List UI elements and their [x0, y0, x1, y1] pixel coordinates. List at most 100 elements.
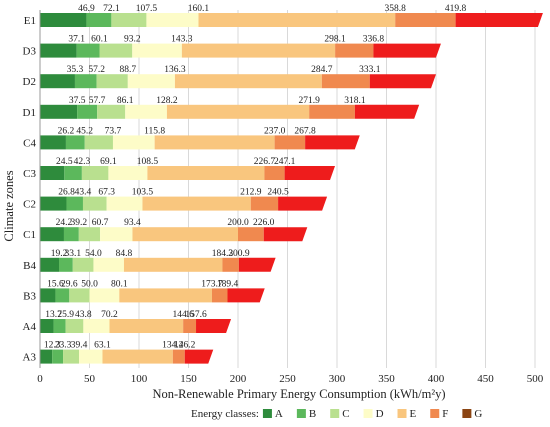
data-label: 29.6	[61, 279, 78, 289]
bar-segment	[96, 74, 128, 89]
bar-segment	[40, 227, 64, 242]
bar-segment	[196, 319, 232, 333]
bar-segment	[211, 288, 228, 303]
legend-swatch	[430, 409, 440, 418]
data-label: 33.1	[64, 249, 81, 259]
data-label: 69.1	[100, 157, 117, 167]
data-label: 15.6	[47, 279, 64, 289]
bar-segment	[66, 196, 83, 211]
bar-segment	[63, 349, 80, 364]
data-label: 336.8	[363, 35, 385, 45]
category-labels: E1 D3 D2 D1 C4 C3 C2 C1 B4 B3 A4 A3	[23, 15, 37, 364]
bar-segment	[76, 43, 100, 58]
bar-segment	[69, 288, 90, 303]
bar-segment	[181, 43, 336, 58]
data-label: 60.7	[92, 218, 109, 228]
category-label: C1	[23, 229, 36, 241]
category-label: A4	[23, 321, 37, 333]
x-tick-label: 500	[527, 373, 544, 385]
data-label: 115.8	[144, 126, 165, 136]
data-label: 189.4	[217, 279, 239, 289]
data-label: 212.9	[240, 188, 262, 198]
bar-segment	[52, 349, 64, 364]
data-label: 103.5	[132, 188, 154, 198]
bar-segment	[40, 74, 75, 89]
bar-segment	[40, 135, 66, 150]
legend-label: F	[442, 408, 448, 420]
bar-segment	[184, 349, 214, 364]
legend-label: A	[275, 408, 283, 420]
bar-segment	[321, 74, 370, 89]
bar-segment	[99, 43, 133, 58]
bar-segment	[278, 196, 328, 211]
bar-segment	[77, 104, 98, 119]
data-label: 60.1	[91, 35, 108, 45]
category-label: C2	[23, 199, 36, 211]
data-label: 358.8	[385, 4, 407, 14]
bar-segment	[198, 13, 396, 27]
bar-segment	[132, 43, 182, 58]
category-label: C4	[23, 137, 36, 149]
legend-swatch	[330, 409, 340, 418]
data-label: 136.3	[164, 65, 186, 75]
bar-segment	[119, 288, 212, 303]
x-axis-title: Non-Renewable Primary Energy Consumption…	[152, 387, 445, 401]
bar-segment	[64, 166, 82, 180]
data-label: 26.8	[58, 188, 75, 198]
data-label: 72.1	[103, 4, 120, 14]
grid-lines	[39, 10, 536, 368]
category-label: B4	[23, 260, 36, 272]
bar-segment	[125, 104, 167, 119]
bar-segment	[455, 13, 543, 27]
x-tick-label: 400	[428, 373, 445, 385]
bar-segment	[111, 13, 147, 27]
bar-segment	[40, 43, 77, 58]
legend-label: C	[342, 408, 349, 420]
bar-segment	[83, 319, 110, 333]
category-label: D3	[23, 46, 37, 58]
data-label: 247.1	[274, 157, 296, 167]
data-label: 84.8	[116, 249, 133, 259]
bar-segment	[264, 166, 285, 180]
category-label: B3	[23, 290, 36, 302]
x-tick-label: 0	[37, 373, 43, 385]
data-label: 93.4	[124, 218, 141, 228]
data-label: 226.0	[253, 218, 275, 228]
bar-segment	[81, 166, 109, 180]
bar-segment	[227, 288, 265, 303]
data-label: 284.7	[311, 65, 333, 75]
data-label: 42.3	[74, 157, 91, 167]
bar-segment	[109, 319, 184, 333]
legend-swatch	[363, 409, 373, 418]
bar-segment	[63, 227, 79, 242]
data-label: 43.8	[75, 310, 92, 320]
bar-segment	[354, 104, 420, 119]
data-label: 271.9	[298, 96, 320, 106]
bar-segment	[250, 196, 279, 211]
data-label: 39.4	[71, 341, 88, 351]
bar-segment	[40, 104, 78, 119]
x-tick-label: 50	[84, 373, 96, 385]
data-label: 128.2	[156, 96, 178, 106]
bar-segment	[127, 74, 175, 89]
data-label: 63.1	[94, 341, 111, 351]
legend-swatch	[462, 409, 472, 418]
bar-segment	[263, 227, 308, 242]
data-label: 39.2	[70, 218, 87, 228]
bar-segment	[40, 319, 54, 333]
data-label: 157.6	[185, 310, 207, 320]
data-label: 19.2	[51, 249, 68, 259]
data-label: 146.2	[174, 341, 196, 351]
data-label: 57.2	[88, 65, 105, 75]
x-tick-label: 300	[329, 373, 346, 385]
data-label: 200.9	[228, 249, 250, 259]
legend-swatch	[296, 409, 306, 418]
category-label: D2	[23, 76, 36, 88]
data-label: 46.9	[78, 4, 95, 14]
bar-segment	[72, 257, 94, 272]
data-label: 200.0	[227, 218, 249, 228]
bar-segment	[123, 257, 223, 272]
data-label: 108.5	[137, 157, 159, 167]
bar-segment	[274, 135, 306, 150]
